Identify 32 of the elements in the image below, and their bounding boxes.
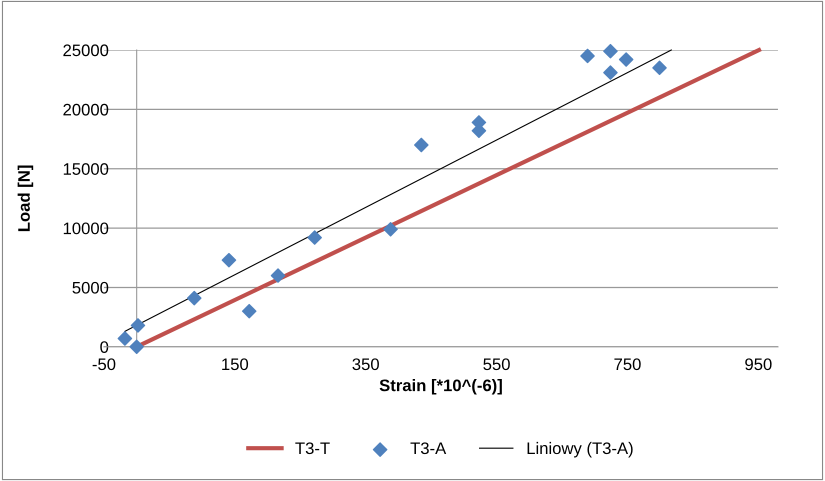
point — [652, 60, 667, 76]
x-tick-label: 150 — [222, 358, 248, 370]
legend-label: T3-T — [295, 442, 330, 454]
point — [580, 48, 595, 64]
legend-label: T3-A — [410, 442, 446, 454]
y-tick-label: 25000 — [63, 44, 108, 56]
point — [414, 138, 429, 152]
y-tick-label: 5000 — [72, 282, 108, 294]
point — [618, 52, 634, 67]
point — [603, 44, 618, 58]
point — [242, 304, 257, 318]
y-tick-label: 20000 — [63, 104, 108, 116]
y-tick-label: 0 — [100, 341, 108, 354]
point — [603, 65, 618, 80]
y-tick-label: 10000 — [64, 222, 108, 234]
legend-label: Liniowy (T3-A) — [528, 442, 633, 458]
point — [129, 340, 144, 354]
x-tick-label: 950 — [745, 358, 772, 370]
point — [383, 222, 398, 237]
x-tick-label: -50 — [92, 358, 116, 370]
point — [270, 268, 286, 283]
point — [222, 252, 236, 268]
point — [307, 230, 322, 245]
point — [186, 290, 202, 306]
x-tick-label: 350 — [352, 358, 379, 370]
x-axis-title: Strain [*10^(-6)] — [380, 379, 502, 395]
y-axis-title: Load [N] — [18, 166, 34, 232]
x-tick-label: 750 — [614, 358, 641, 370]
point — [118, 331, 132, 346]
y-tick-label: 15000 — [64, 163, 108, 175]
point — [130, 318, 146, 333]
x-tick-label: 550 — [483, 358, 510, 370]
